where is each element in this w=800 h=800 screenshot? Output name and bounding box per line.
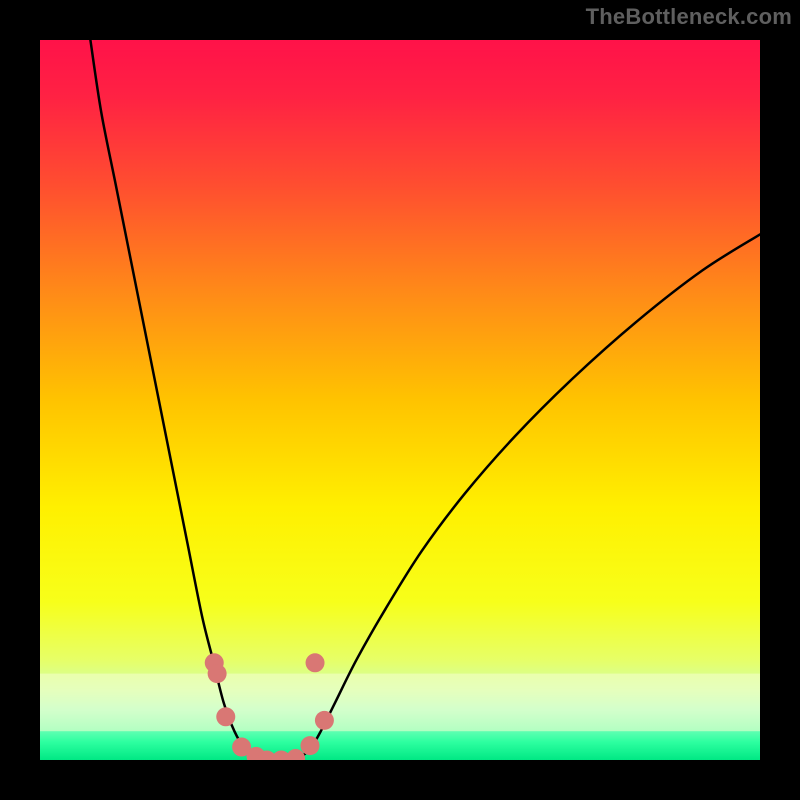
marker-dot [301,736,320,755]
marker-dot [315,711,334,730]
chart-container: { "watermark": { "text": "TheBottleneck.… [0,0,800,800]
marker-dot [216,707,235,726]
marker-dot [306,653,325,672]
marker-dot [208,664,227,683]
plot-background [40,40,760,760]
watermark-text: TheBottleneck.com [586,4,792,30]
bottleneck-curve-chart [0,0,800,800]
marker-dot [286,749,305,768]
pale-band [40,674,760,732]
